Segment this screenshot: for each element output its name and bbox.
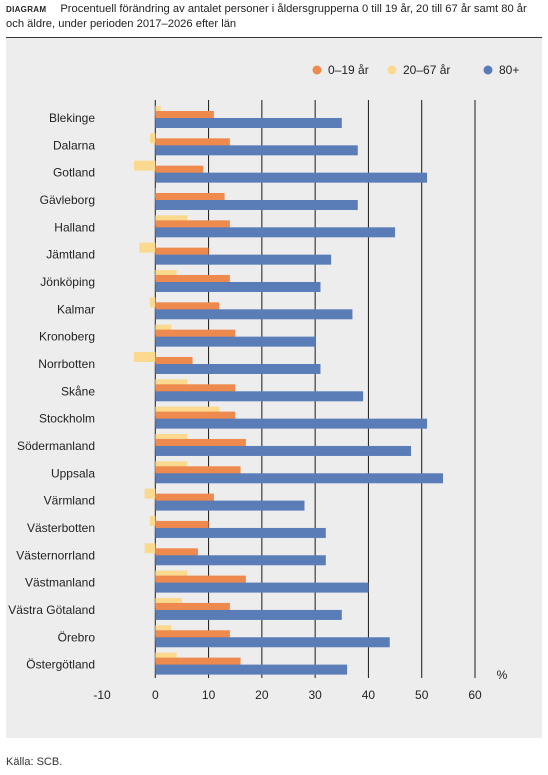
bar-80plus: [155, 363, 321, 374]
category-label: Gävleborg: [40, 193, 95, 207]
bar-0-19: [155, 411, 236, 422]
bar-20-67: [133, 160, 156, 171]
category-label: Halland: [54, 220, 95, 234]
bar-80plus: [155, 227, 396, 238]
bar-80plus: [155, 555, 326, 566]
category-label: Kalmar: [57, 302, 95, 316]
category-label: Norrbotten: [38, 357, 95, 371]
bar-80plus: [155, 145, 358, 156]
bar-80plus: [155, 418, 428, 429]
legend-marker: [483, 65, 493, 75]
bar-80plus: [155, 527, 326, 538]
category-label: Stockholm: [39, 412, 95, 426]
bar-80plus: [155, 445, 412, 456]
bar-0-19: [155, 329, 236, 340]
legend-marker: [312, 65, 322, 75]
category-label: Jämtland: [46, 248, 95, 262]
bar-0-19: [155, 575, 246, 586]
bar-0-19: [155, 630, 230, 641]
bar-20-67: [155, 269, 177, 280]
bar-80plus: [155, 500, 305, 511]
chart-title: Procentuell förändring av antalet person…: [6, 3, 527, 30]
x-tick-label: 20: [255, 688, 269, 702]
bar-20-67: [139, 242, 156, 253]
bar-80plus: [155, 637, 390, 648]
bar-0-19: [155, 247, 209, 258]
bar-0-19: [155, 192, 225, 203]
legend-marker: [387, 65, 397, 75]
bar-0-19: [155, 138, 230, 149]
bar-0-19: [155, 302, 220, 313]
chart-svg: Blekinge Dalarna Gotland Gävleborg Halland Jä…: [8, 63, 519, 702]
bar-20-67: [149, 133, 156, 144]
bar-80plus: [155, 281, 321, 292]
category-label: Västerbotten: [27, 521, 95, 535]
bar-80plus: [155, 609, 342, 620]
x-tick-label: -10: [93, 688, 111, 702]
x-tick-label: 60: [468, 688, 482, 702]
bar-0-19: [155, 274, 230, 285]
category-label: Örebro: [58, 630, 96, 644]
bar-20-67: [133, 351, 156, 362]
legend-label: 20–67 år: [403, 63, 450, 77]
category-label: Blekinge: [49, 111, 95, 125]
category-label: Östergötland: [26, 658, 95, 672]
bar-0-19: [155, 438, 246, 449]
bar-0-19: [155, 493, 214, 504]
bar-80plus: [155, 172, 428, 183]
category-label: Skåne: [61, 384, 95, 398]
category-label: Uppsala: [51, 466, 95, 480]
bar-80plus: [155, 336, 316, 347]
bar-0-19: [155, 548, 198, 559]
x-tick-label: 10: [202, 688, 216, 702]
bar-0-19: [155, 220, 230, 231]
category-label: Värmland: [44, 494, 95, 508]
category-label: Södermanland: [17, 439, 95, 453]
bar-80plus: [155, 199, 358, 210]
category-label: Kronoberg: [39, 330, 95, 344]
source-note: Källa: SCB.: [6, 756, 63, 768]
x-tick-label: 30: [308, 688, 322, 702]
category-label: Västra Götaland: [8, 603, 95, 617]
chart-header: DIAGRAM Procentuell förändring av antalet…: [6, 2, 542, 31]
bar-80plus: [155, 582, 369, 593]
category-label: Gotland: [53, 166, 95, 180]
bar-80plus: [155, 118, 342, 128]
legend-label: 80+: [499, 63, 519, 77]
header-rule: [6, 37, 542, 38]
bar-0-19: [155, 384, 236, 395]
diagram-tag: DIAGRAM: [6, 5, 47, 14]
x-axis-label: %: [497, 668, 508, 682]
x-tick-label: 40: [362, 688, 376, 702]
x-tick-label: 50: [415, 688, 429, 702]
bar-0-19: [155, 520, 209, 531]
bar-20-67: [149, 297, 156, 308]
bar-80plus: [155, 309, 353, 320]
legend-label: 0–19 år: [328, 63, 369, 77]
bar-0-19: [155, 111, 214, 121]
bar-20-67: [144, 543, 156, 554]
category-label: Västmanland: [25, 576, 95, 590]
bar-20-67: [149, 515, 156, 526]
bar-0-19: [155, 356, 193, 367]
bar-0-19: [155, 602, 230, 613]
category-label: Jönköping: [40, 275, 95, 289]
x-tick-label: 0: [152, 688, 159, 702]
bar-0-19: [155, 657, 241, 668]
category-label: Västernorrland: [16, 548, 95, 562]
bar-80plus: [155, 473, 444, 484]
bar-80plus: [155, 664, 348, 675]
bar-80plus: [155, 254, 332, 265]
bar-0-19: [155, 466, 241, 477]
bar-20-67: [144, 488, 156, 499]
category-label: Dalarna: [53, 138, 95, 152]
bar-80plus: [155, 391, 364, 402]
bar-0-19: [155, 165, 204, 176]
